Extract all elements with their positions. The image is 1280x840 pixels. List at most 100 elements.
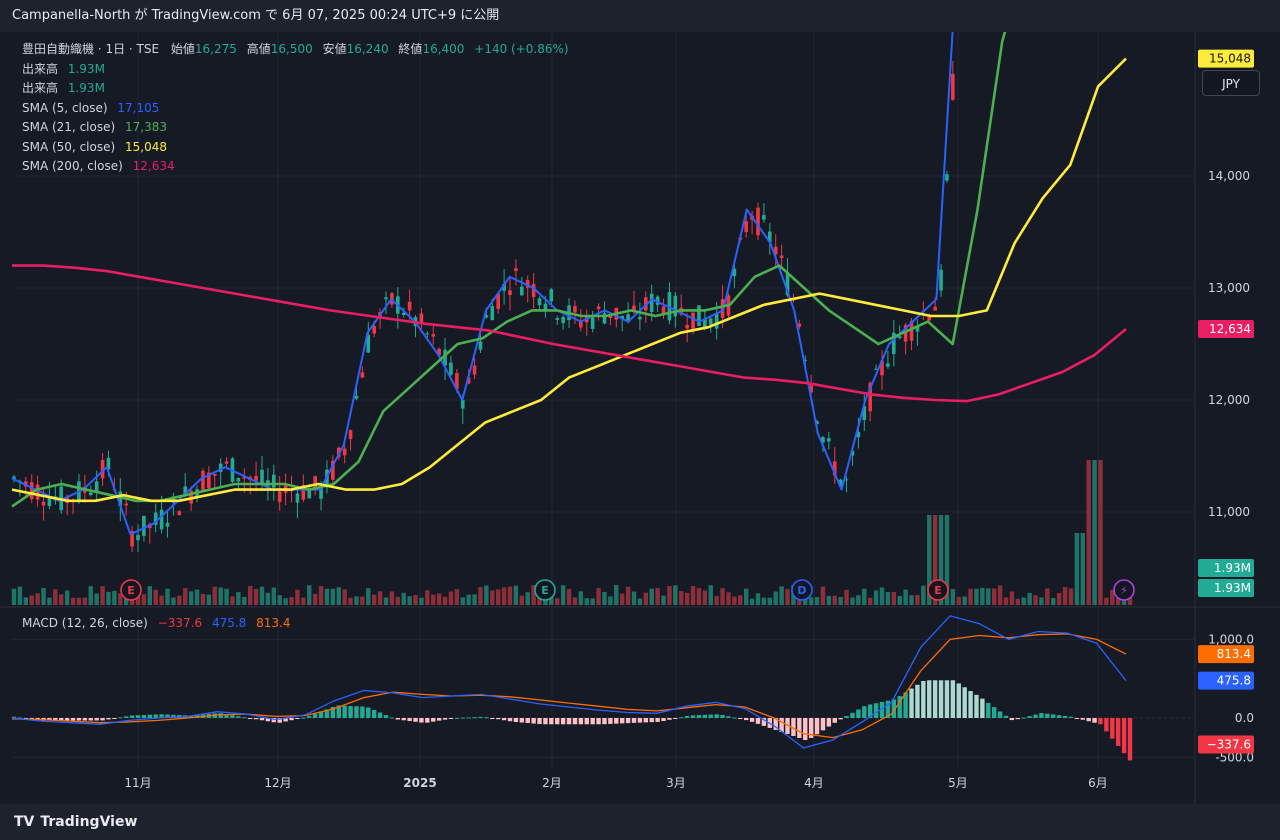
volume-bar [649,588,654,605]
volume-tag-1-bg [1198,559,1254,577]
candle-body [685,324,689,329]
legend-sma21[interactable]: SMA (21, close) 17,383 [22,118,167,137]
volume-bar [619,593,625,605]
candle-body [638,316,642,320]
macd-histogram-bar [1080,718,1085,720]
chart-area[interactable]: 18,00016,00014,00013,00012,00011,00011月1… [0,0,1280,804]
candle-body [768,231,772,243]
candle-body [207,472,211,489]
macd-histogram-bar [968,691,973,718]
legend-sma5[interactable]: SMA (5, close) 17,105 [22,99,159,118]
legend-sma200[interactable]: SMA (200, close) 12,634 [22,157,175,176]
volume-bar [625,586,631,605]
chart-svg[interactable]: 18,00016,00014,00013,00012,00011,00011月1… [0,0,1280,804]
macd-histogram-bar [513,718,519,722]
volume-bar [212,586,217,605]
legend-volume-1[interactable]: 出来高 1.93M [22,60,105,79]
macd-tick-label: -500.0 [1215,750,1254,764]
macd-histogram-bar [1121,718,1127,754]
volume-bar [507,586,513,605]
volume-bar [560,585,566,605]
legend-sma200-label: SMA (200, close) [22,159,123,173]
macd-histogram-bar [614,718,619,724]
macd-histogram-bar [921,680,926,718]
tradingview-logo[interactable]: TV TradingView [14,814,137,830]
candle-body [106,457,111,470]
event-marker [534,579,556,601]
macd-histogram-bar [1056,715,1062,718]
candle-body [401,312,406,315]
macd-histogram-bar [484,717,489,719]
volume-bar [578,591,584,605]
volume-bar [35,593,40,605]
macd-histogram-bar [230,715,235,718]
macd-histogram-bar [371,710,377,718]
candle-body [41,501,46,506]
volume-bar [702,590,708,605]
macd-histogram-bar [413,718,418,722]
sma200-price-tag: 12,634 [1209,322,1251,336]
legend-macd[interactable]: MACD (12, 26, close) −337.6 475.8 813.4 [22,614,290,633]
macd-histogram-bar [944,680,950,718]
candle-body [832,461,837,476]
macd-histogram-bar [637,718,643,723]
volume-bar [1068,588,1074,605]
legend-volume-2[interactable]: 出来高 1.93M [22,79,105,98]
event-marker-label: E [127,584,135,597]
macd-histogram-bar [271,718,277,723]
volume-bars [11,460,1133,605]
volume-bar [602,591,607,605]
volume-bar [47,597,52,605]
volume-bar [495,589,501,605]
legend-low: 16,240 [346,42,389,56]
volume-bar [1056,592,1062,605]
legend-open: 16,275 [194,42,237,56]
macd-pane [11,615,1133,761]
macd-histogram-bar [141,714,147,718]
volume-bar [118,593,123,605]
candle-body [496,293,500,309]
macd-histogram-bar [448,718,454,719]
time-tick-label: 2025 [403,776,436,790]
candle-body [744,221,748,233]
candle-body [655,296,660,305]
event-markers[interactable]: E E D E ⚡ [120,579,1135,601]
macd-histogram-bar [70,718,76,721]
candle-body [372,326,376,334]
legend-vol1-label: 出来高 [22,62,59,76]
macd-histogram-bar [401,718,406,721]
candle-body [484,315,489,318]
candle-body [153,512,158,525]
legend-sma50[interactable]: SMA (50, close) 15,048 [22,138,167,157]
macd-histogram-bar [543,718,548,725]
volume-bar [997,585,1003,605]
volume-bar [177,595,182,605]
volume-bar [738,595,743,605]
volume-bar [1039,597,1044,605]
candle-body [549,289,554,302]
volume-bar [123,596,129,605]
candle-body [431,334,436,337]
volume-bar [425,590,430,605]
macd-histogram-bar [383,715,389,718]
macd-histogram-bar [135,715,141,718]
volume-bar [153,589,158,605]
candle-body [520,286,524,296]
candlesticks [12,0,961,553]
volume-bar [1115,597,1121,605]
legend-symbol[interactable]: 豊田自動織機 · 1日 · TSE [22,42,160,56]
macd-histogram-bar [625,718,631,724]
candle-body [927,315,932,321]
candle-body [844,479,849,481]
candle-body [502,283,506,291]
volume-bar [401,592,406,605]
candle-body [29,482,34,500]
volume-bar [224,588,229,605]
candle-body [732,268,737,277]
candle-body [47,496,52,507]
volume-bar [454,589,460,605]
macd-histogram-bar [106,718,111,720]
currency-button[interactable]: JPY [1202,70,1260,96]
event-marker [120,579,142,601]
volume-bar [106,591,111,605]
